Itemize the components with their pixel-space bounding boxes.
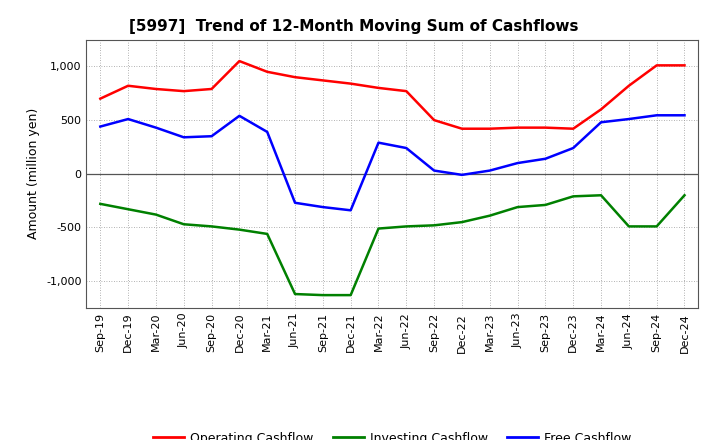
- Investing Cashflow: [430, 223, 438, 228]
- Investing Cashflow: [152, 212, 161, 217]
- Investing Cashflow: [179, 222, 188, 227]
- Investing Cashflow: [680, 193, 689, 198]
- Investing Cashflow: [569, 194, 577, 199]
- Free Cashflow: [318, 205, 327, 210]
- Operating Cashflow: [318, 78, 327, 83]
- Investing Cashflow: [346, 293, 355, 298]
- Operating Cashflow: [374, 85, 383, 91]
- Investing Cashflow: [485, 213, 494, 218]
- Free Cashflow: [569, 145, 577, 150]
- Investing Cashflow: [597, 193, 606, 198]
- Operating Cashflow: [541, 125, 550, 130]
- Free Cashflow: [513, 161, 522, 166]
- Y-axis label: Amount (million yen): Amount (million yen): [27, 108, 40, 239]
- Operating Cashflow: [569, 126, 577, 132]
- Free Cashflow: [263, 129, 271, 135]
- Free Cashflow: [680, 113, 689, 118]
- Operating Cashflow: [430, 117, 438, 123]
- Text: [5997]  Trend of 12-Month Moving Sum of Cashflows: [5997] Trend of 12-Month Moving Sum of C…: [130, 19, 579, 34]
- Operating Cashflow: [624, 83, 633, 88]
- Operating Cashflow: [597, 107, 606, 112]
- Investing Cashflow: [96, 201, 104, 206]
- Operating Cashflow: [346, 81, 355, 86]
- Operating Cashflow: [291, 74, 300, 80]
- Operating Cashflow: [207, 86, 216, 92]
- Investing Cashflow: [235, 227, 243, 232]
- Investing Cashflow: [207, 224, 216, 229]
- Operating Cashflow: [152, 86, 161, 92]
- Operating Cashflow: [513, 125, 522, 130]
- Free Cashflow: [624, 117, 633, 122]
- Free Cashflow: [346, 208, 355, 213]
- Investing Cashflow: [318, 293, 327, 298]
- Operating Cashflow: [96, 96, 104, 101]
- Operating Cashflow: [179, 88, 188, 94]
- Operating Cashflow: [402, 88, 410, 94]
- Operating Cashflow: [680, 63, 689, 68]
- Free Cashflow: [152, 125, 161, 130]
- Operating Cashflow: [652, 63, 661, 68]
- Free Cashflow: [124, 117, 132, 122]
- Free Cashflow: [235, 113, 243, 118]
- Operating Cashflow: [485, 126, 494, 132]
- Free Cashflow: [179, 135, 188, 140]
- Free Cashflow: [374, 140, 383, 145]
- Line: Investing Cashflow: Investing Cashflow: [100, 195, 685, 295]
- Free Cashflow: [458, 172, 467, 177]
- Free Cashflow: [430, 168, 438, 173]
- Operating Cashflow: [263, 69, 271, 74]
- Operating Cashflow: [235, 59, 243, 64]
- Operating Cashflow: [124, 83, 132, 88]
- Investing Cashflow: [291, 291, 300, 297]
- Investing Cashflow: [541, 202, 550, 208]
- Free Cashflow: [541, 156, 550, 161]
- Free Cashflow: [291, 200, 300, 205]
- Free Cashflow: [207, 134, 216, 139]
- Free Cashflow: [96, 124, 104, 129]
- Investing Cashflow: [374, 226, 383, 231]
- Investing Cashflow: [513, 205, 522, 210]
- Investing Cashflow: [458, 220, 467, 225]
- Operating Cashflow: [458, 126, 467, 132]
- Investing Cashflow: [402, 224, 410, 229]
- Free Cashflow: [597, 120, 606, 125]
- Line: Free Cashflow: Free Cashflow: [100, 115, 685, 210]
- Line: Operating Cashflow: Operating Cashflow: [100, 61, 685, 129]
- Investing Cashflow: [124, 207, 132, 212]
- Investing Cashflow: [624, 224, 633, 229]
- Free Cashflow: [485, 168, 494, 173]
- Investing Cashflow: [652, 224, 661, 229]
- Investing Cashflow: [263, 231, 271, 237]
- Free Cashflow: [652, 113, 661, 118]
- Legend: Operating Cashflow, Investing Cashflow, Free Cashflow: Operating Cashflow, Investing Cashflow, …: [148, 427, 636, 440]
- Free Cashflow: [402, 145, 410, 150]
